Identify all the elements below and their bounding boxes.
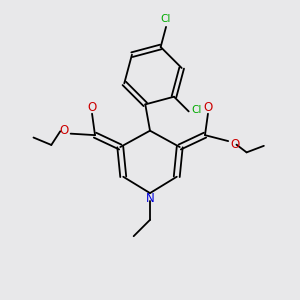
Text: O: O xyxy=(87,101,97,114)
Text: N: N xyxy=(146,192,154,205)
Text: O: O xyxy=(59,124,69,136)
Text: O: O xyxy=(203,101,213,114)
Text: O: O xyxy=(230,138,239,151)
Text: Cl: Cl xyxy=(161,14,171,24)
Text: Cl: Cl xyxy=(192,105,202,115)
